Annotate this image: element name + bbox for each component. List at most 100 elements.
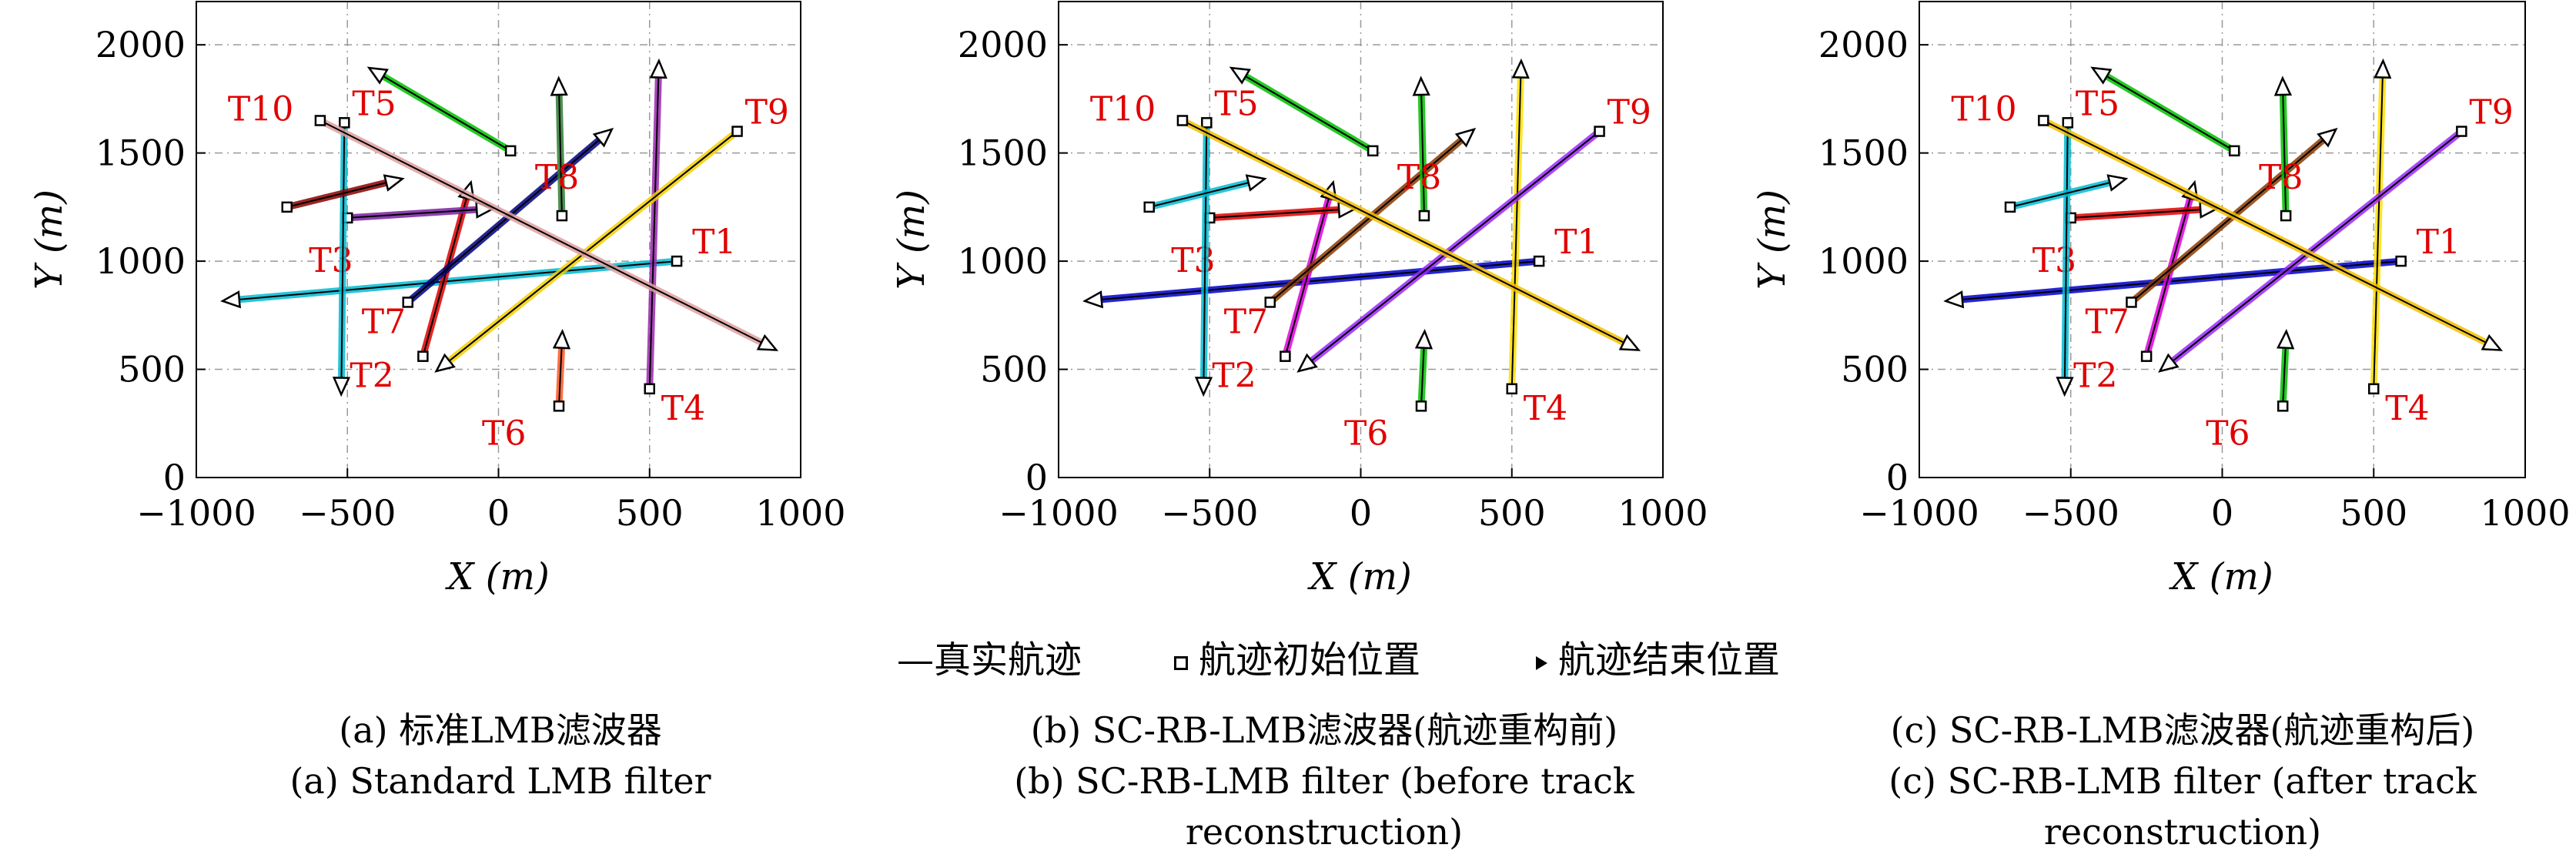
true-track-t7	[2130, 135, 2329, 303]
true-track-t6	[1420, 340, 1425, 407]
start-marker-t11	[2228, 145, 2240, 157]
track-label-t2: T2	[2073, 357, 2117, 396]
legend-true-track: —真实航迹	[897, 638, 1082, 682]
x-tick-label: −500	[299, 492, 396, 534]
track-label-t6: T6	[482, 414, 526, 453]
start-marker-t4	[2368, 383, 2380, 395]
true-track-t5	[340, 122, 346, 385]
y-tick-label: 500	[1841, 349, 1909, 390]
x-axis-label: X (m)	[1306, 555, 1411, 598]
end-marker-t12	[1245, 174, 1267, 192]
x-tick-label: 0	[2211, 492, 2233, 534]
y-axis-label: Y (m)	[1751, 189, 1794, 290]
track-label-t3: T3	[2032, 241, 2076, 280]
track-label-t9: T9	[745, 93, 789, 132]
track-label-t5: T5	[352, 84, 396, 123]
square-marker-icon	[1174, 655, 1188, 670]
legend-end-position: 航迹结束位置	[1536, 629, 1780, 683]
start-marker-t6	[2277, 401, 2289, 412]
y-tick-label: 1500	[1818, 132, 1909, 174]
x-tick-label: 500	[616, 492, 684, 534]
true-track-t5	[1203, 122, 1208, 385]
track-label-t6: T6	[2206, 414, 2250, 453]
caption-b-en: (b) SC-RB-LMB filter (before track	[1014, 760, 1634, 802]
end-marker-t12	[2106, 174, 2129, 192]
x-axis-label: X (m)	[444, 555, 549, 598]
true-track-t4	[648, 70, 660, 389]
track-label-t3: T3	[1171, 241, 1215, 280]
end-marker-t6	[2277, 328, 2295, 350]
track-label-t10: T10	[228, 90, 293, 129]
true-track-t1	[233, 260, 677, 301]
track-label-t9: T9	[1607, 93, 1651, 132]
true-track-t9	[443, 130, 738, 366]
start-marker-t9	[1594, 126, 1605, 137]
track-label-t3: T3	[309, 241, 353, 280]
end-marker-t7	[2317, 127, 2338, 148]
track-label-t7: T7	[362, 302, 406, 341]
chart-panel-b: −1000 −500 0 500 1000 0 500 1000 1500 2000 X (m) Y …	[890, 1, 1708, 598]
x-tick-label: −1000	[999, 492, 1119, 534]
caption-a-zh: (a) 标准LMB滤波器	[339, 709, 662, 751]
start-marker-t6	[553, 401, 565, 412]
true-track-t1	[1955, 260, 2401, 301]
track-label-t7: T7	[2085, 302, 2129, 341]
track-label-t10: T10	[1951, 90, 2016, 129]
y-tick-label: 500	[118, 349, 186, 390]
caption-b: (b) SC-RB-LMB滤波器(航迹重构前) (b) SC-RB-LMB fi…	[939, 705, 1709, 857]
true-track-t11	[2100, 72, 2235, 152]
start-marker-t7	[2126, 297, 2137, 308]
end-marker-t10	[1618, 333, 1641, 351]
end-marker-t4	[1511, 58, 1530, 79]
track-label-t10: T10	[1090, 90, 1156, 129]
true-track-t3	[347, 208, 483, 219]
x-tick-label: 1000	[1618, 492, 1708, 534]
track-label-t8: T8	[1397, 158, 1441, 197]
true-track-t10	[1182, 119, 1631, 347]
true-track-t3	[1209, 208, 1346, 219]
track-label-t7: T7	[1224, 302, 1268, 341]
true-track-t7	[1270, 135, 1467, 303]
start-marker-t8	[556, 209, 568, 222]
start-marker-t10	[2038, 115, 2049, 126]
true-track-t8	[2282, 88, 2287, 216]
start-marker-t2	[1280, 350, 1291, 362]
y-tick-label: 2000	[95, 24, 186, 65]
true-track-t12	[2009, 180, 2117, 208]
y-tick-label: 0	[1025, 457, 1048, 498]
start-marker-t4	[1506, 383, 1517, 395]
y-tick-label: 2000	[958, 24, 1048, 65]
caption-a-en: (a) Standard LMB filter	[289, 760, 711, 802]
y-tick-label: 500	[980, 349, 1048, 390]
x-tick-label: −500	[1161, 492, 1258, 534]
track-label-t8: T8	[2259, 158, 2303, 197]
start-marker-t5	[339, 117, 350, 129]
start-marker-t1	[2395, 255, 2407, 267]
end-marker-t10	[2481, 333, 2504, 351]
track-label-t9: T9	[2469, 93, 2513, 132]
end-marker-t9	[1296, 353, 1318, 373]
end-marker-t12	[383, 174, 405, 192]
track-label-t1: T1	[1554, 223, 1598, 262]
y-tick-label: 0	[163, 457, 186, 498]
end-marker-t1	[1082, 290, 1104, 309]
caption-b-zh: (b) SC-RB-LMB滤波器(航迹重构前)	[1030, 709, 1618, 751]
caption-c-en: (c) SC-RB-LMB filter (after track	[1889, 760, 2477, 802]
start-marker-t8	[2280, 209, 2292, 222]
end-marker-t6	[552, 328, 571, 350]
start-marker-t7	[1264, 297, 1276, 308]
end-marker-t5	[1194, 377, 1213, 397]
track-label-t4: T4	[661, 389, 705, 428]
x-axis-label: X (m)	[2168, 555, 2273, 598]
track-label-t2: T2	[1212, 357, 1256, 396]
end-marker-t5	[332, 377, 351, 397]
end-marker-t5	[2056, 377, 2074, 397]
end-marker-t8	[550, 75, 568, 96]
end-marker-t11	[1229, 66, 1251, 85]
start-marker-t7	[402, 297, 413, 308]
start-marker-t2	[417, 350, 429, 362]
true-track-t3	[2070, 208, 2207, 219]
chart-panel-c: −1000 −500 0 500 1000 0 500 1000 1500 2000 X (m) Y …	[1751, 1, 2571, 598]
legend-start-position: 航迹初始位置	[1174, 629, 1420, 683]
